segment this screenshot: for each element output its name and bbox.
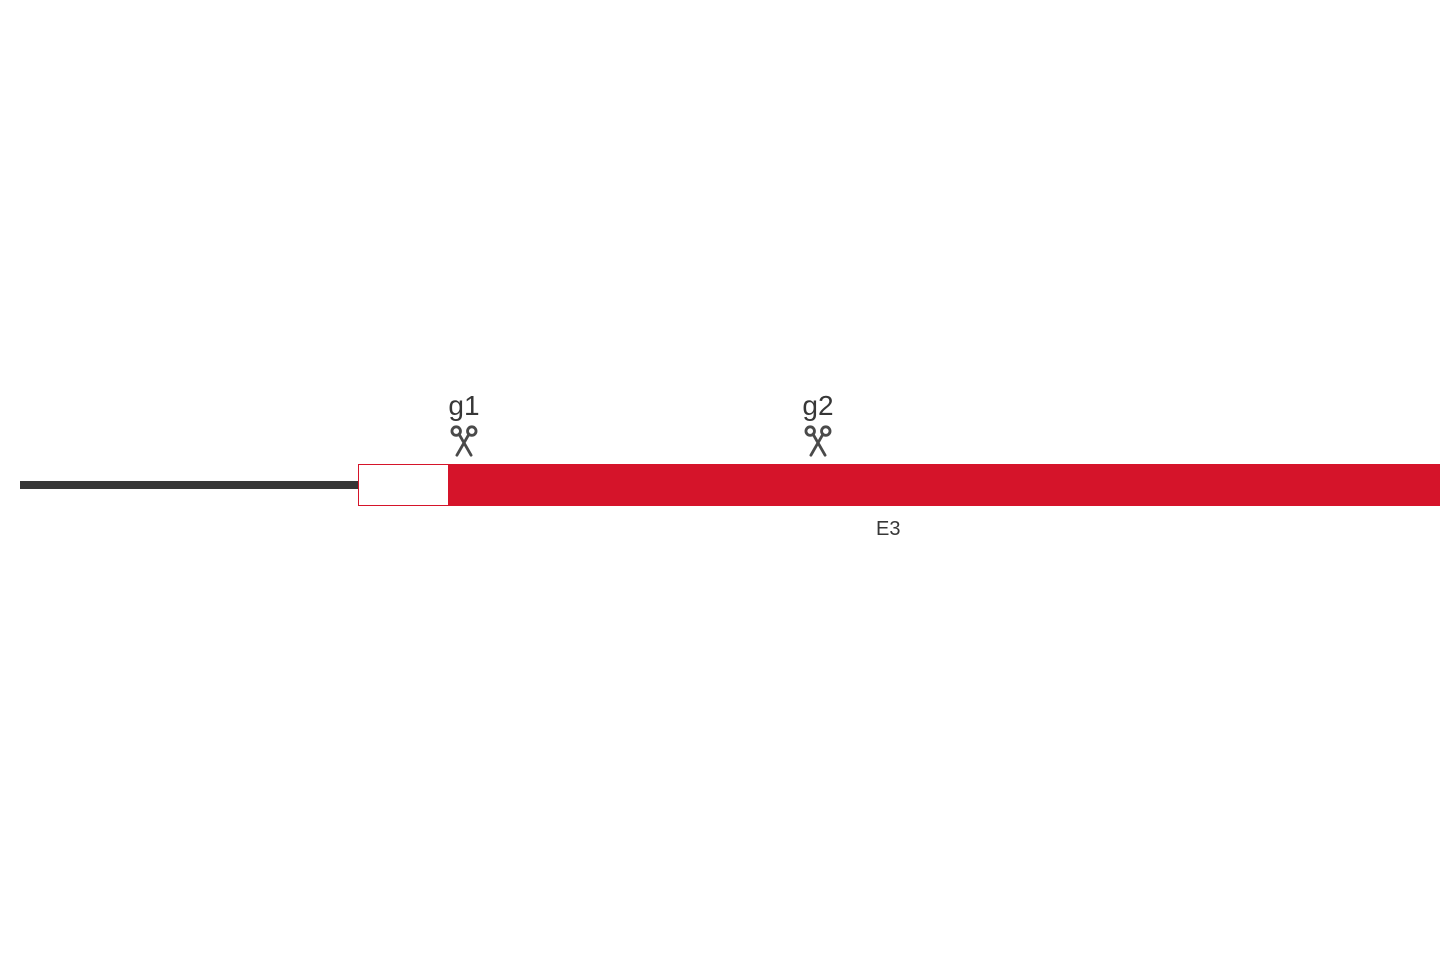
scissors-icon xyxy=(447,424,481,458)
exon-label: E3 xyxy=(876,518,900,541)
gene-diagram: E3 g1 g2 xyxy=(0,0,1440,960)
exon-fill xyxy=(448,464,1440,506)
cut-site-g1: g1 xyxy=(434,390,494,458)
cut-site-g2: g2 xyxy=(788,390,848,458)
scissors-icon xyxy=(801,424,835,458)
cut-label-g2: g2 xyxy=(788,390,848,422)
cut-label-g1: g1 xyxy=(434,390,494,422)
